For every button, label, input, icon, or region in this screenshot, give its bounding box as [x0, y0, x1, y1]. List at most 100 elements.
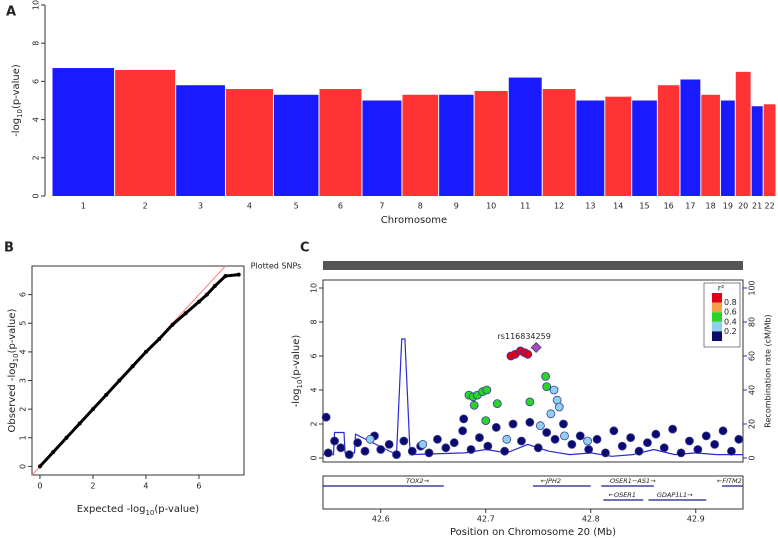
snp-point	[643, 438, 652, 448]
y-tick-label: 4	[19, 349, 28, 354]
legend-label: 0.4	[724, 317, 737, 326]
snp-point	[583, 436, 592, 446]
y-tick-label: 2	[310, 421, 319, 426]
gene-frame	[322, 475, 744, 510]
snp-point	[424, 448, 434, 458]
snp-point	[376, 445, 386, 454]
snp-point	[407, 446, 417, 456]
snp-point	[399, 436, 409, 446]
chromosome-column	[176, 85, 225, 196]
chromosome-column	[273, 94, 319, 196]
x-axis-label: Position on Chromosome 20 (Mb)	[450, 527, 616, 538]
y-tick-label: 1	[19, 435, 28, 440]
gene-label: OSER1−AS1→	[610, 477, 656, 485]
y-tick-label: 10	[32, 0, 41, 10]
snp-point	[659, 443, 669, 453]
x-tick-label: 21	[752, 202, 762, 211]
y-tick-label: 8	[310, 319, 319, 324]
y-tick-label: 0	[310, 455, 319, 460]
label-part: 10	[296, 380, 304, 389]
x-tick-label: 12	[554, 202, 564, 211]
y-tick-label: 10	[310, 283, 319, 293]
x-tick-label: 2	[143, 202, 148, 211]
x-tick-label: 20	[738, 202, 748, 211]
snp-point	[517, 436, 526, 446]
recombination-line	[323, 338, 743, 457]
chromosome-column	[319, 89, 362, 196]
chromosome-column	[542, 89, 576, 196]
snp-point	[365, 434, 375, 444]
x-tick-label: 17	[685, 202, 695, 211]
lead-snp	[530, 342, 542, 353]
legend-label: 0.2	[724, 327, 737, 336]
snp-point	[554, 402, 564, 412]
chromosome-column	[751, 106, 763, 196]
snp-point	[718, 426, 728, 436]
x-tick-label: 42.7	[477, 515, 495, 524]
plot-frame	[322, 279, 744, 463]
qq-point	[130, 364, 135, 369]
snp-point	[323, 448, 333, 458]
y-tick-label: 6	[32, 79, 41, 84]
x-tick-label: 16	[664, 202, 674, 211]
y-tick-label: 80	[748, 317, 757, 327]
lead-snp-label: rs116834259	[498, 332, 551, 341]
qq-point	[117, 378, 122, 383]
snp-point	[469, 400, 479, 410]
y-tick-label: 4	[32, 117, 41, 122]
y-tick-label: 2	[19, 407, 28, 412]
snp-point	[584, 445, 594, 454]
chromosome-column	[680, 79, 701, 196]
chromosome-column	[362, 100, 402, 196]
label-part: 10	[16, 109, 24, 118]
y-tick-label: 5	[19, 321, 28, 326]
legend-label: 0.8	[724, 298, 737, 307]
x-tick-label: 15	[639, 202, 649, 211]
snp-point	[693, 445, 703, 454]
snp-point	[685, 436, 694, 446]
chromosome-column	[701, 94, 720, 196]
snp-point	[525, 397, 535, 407]
label-part: 10	[12, 353, 20, 362]
qq-point	[64, 435, 69, 440]
y-tick-label: 60	[748, 351, 757, 361]
y-tick-label: 6	[19, 292, 28, 297]
snp-point	[668, 424, 678, 434]
x-tick-label: 6	[338, 202, 343, 211]
chromosome-column	[52, 68, 115, 196]
snp-point	[384, 439, 394, 449]
chromosome-column	[632, 100, 657, 196]
plot-frame	[31, 265, 245, 476]
snp-point	[601, 448, 610, 458]
label-part: (p-value)	[11, 64, 22, 109]
x-tick-label: 14	[613, 202, 623, 211]
qq-point	[37, 464, 42, 469]
snp-point	[634, 446, 644, 456]
label-part: (p-value)	[291, 335, 302, 380]
y-axis-label: Observed -log10(p-value)	[7, 308, 20, 432]
snp-point	[492, 399, 502, 409]
x-tick-label: 18	[706, 202, 716, 211]
x-tick-label: 11	[520, 202, 530, 211]
x-tick-label: 2	[90, 482, 95, 491]
x-axis-label: Expected -log10(p-value)	[77, 504, 200, 517]
qq-point	[51, 450, 56, 455]
snp-point	[418, 439, 428, 449]
y-tick-label: 2	[32, 155, 41, 160]
y-tick-label: 4	[310, 387, 319, 392]
y-axis-label: -log10(p-value)	[11, 64, 24, 137]
x-tick-label: 0	[37, 482, 42, 491]
snp-point	[441, 443, 451, 453]
x-tick-label: 8	[418, 202, 423, 211]
snp-point	[491, 422, 501, 432]
snp-point	[542, 382, 552, 392]
snp-point	[481, 416, 491, 426]
snp-point	[500, 446, 510, 456]
snp-point	[458, 426, 468, 436]
gene-label: ←FITM2	[717, 477, 742, 485]
x-tick-label: 42.6	[372, 515, 390, 524]
snp-point	[508, 419, 518, 429]
x-tick-label: 42.9	[687, 515, 705, 524]
x-tick-label: 13	[585, 202, 595, 211]
snp-point	[617, 441, 627, 451]
